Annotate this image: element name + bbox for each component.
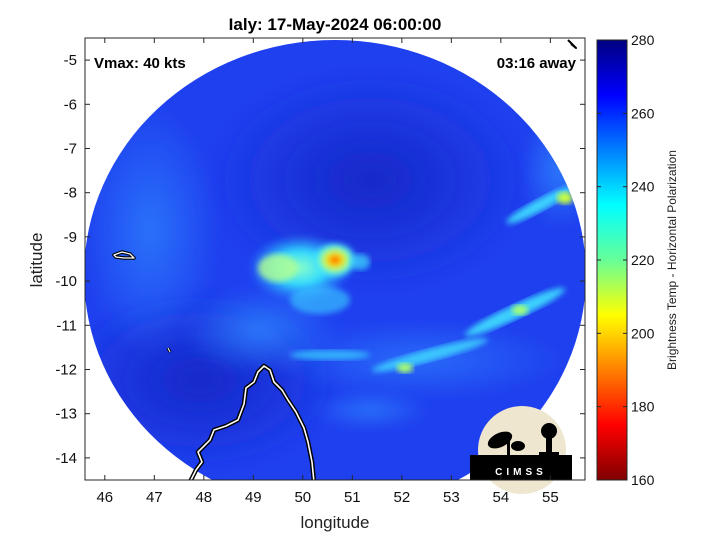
x-tick-label: 52 <box>393 489 410 506</box>
plot-frame <box>84 37 586 481</box>
y-tick-label: -6 <box>64 96 77 113</box>
time-away-label: 03:16 away <box>497 55 577 72</box>
colorbar-gradient <box>596 39 628 481</box>
microwave-swath <box>85 40 585 480</box>
y-axis: -5 -6 -7 -8 -9 -10 -11 -12 -13 -14 <box>55 52 585 467</box>
y-tick-label: -12 <box>55 362 77 379</box>
y-tick-label: -11 <box>56 317 77 334</box>
colorbar-ticks: 280 260 240 220 200 180 160 <box>597 32 655 488</box>
x-tick-label: 51 <box>344 489 361 506</box>
y-tick-label: -8 <box>64 185 77 202</box>
colorbar: 280 260 240 220 200 180 160 Brightness Temp - … <box>596 32 679 488</box>
colorbar-tick-label: 260 <box>631 105 655 121</box>
map-panel: CIMSS Vmax: 40 kts 03:16 away 46 47 48 49 50… <box>55 37 586 506</box>
colorbar-tick-label: 160 <box>631 472 655 488</box>
colorbar-tick-label: 240 <box>631 179 655 195</box>
x-tick-label: 46 <box>96 489 113 506</box>
y-tick-label: -14 <box>55 450 77 467</box>
cimss-logo: CIMSS <box>470 406 572 494</box>
figure-title: Ialy: 17-May-2024 06:00:00 <box>229 15 442 34</box>
satellite-dish-icon <box>487 431 513 449</box>
logo-text: CIMSS <box>495 467 547 478</box>
coastline <box>112 39 577 480</box>
x-tick-label: 54 <box>492 489 509 506</box>
colorbar-tick-label: 200 <box>631 325 655 341</box>
x-tick-label: 55 <box>542 489 559 506</box>
x-axis: 46 47 48 49 50 51 52 53 54 55 <box>96 38 559 506</box>
colorbar-tick-label: 180 <box>631 399 655 415</box>
x-tick-label: 47 <box>146 489 163 506</box>
colorbar-tick-label: 220 <box>631 252 655 268</box>
x-axis-label: longitude <box>300 513 369 532</box>
x-tick-label: 53 <box>443 489 460 506</box>
x-tick-label: 50 <box>294 489 311 506</box>
x-tick-label: 49 <box>245 489 262 506</box>
y-tick-label: -5 <box>64 52 77 69</box>
y-tick-label: -9 <box>64 229 77 246</box>
x-tick-label: 48 <box>195 489 212 506</box>
y-axis-label: latitude <box>27 233 46 288</box>
colorbar-label: Brightness Temp - Horizontal Polarizatio… <box>665 150 679 370</box>
colorbar-tick-label: 280 <box>631 32 655 48</box>
y-tick-label: -7 <box>64 141 77 158</box>
water-tower-icon <box>541 423 557 439</box>
vmax-label: Vmax: 40 kts <box>94 55 186 72</box>
y-tick-label: -13 <box>55 406 77 423</box>
y-tick-label: -10 <box>55 273 77 290</box>
warm-core <box>313 242 357 278</box>
